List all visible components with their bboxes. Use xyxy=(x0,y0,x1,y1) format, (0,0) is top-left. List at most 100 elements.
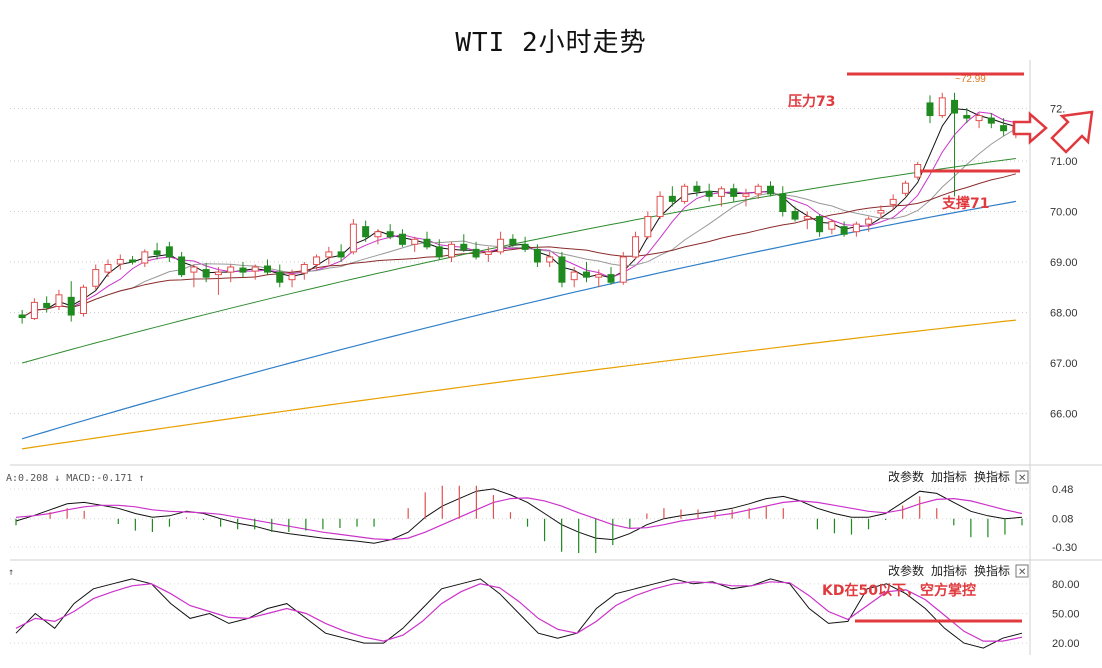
macd-header: A:0.208 ↓ MACD:-0.171 ↑ xyxy=(6,473,144,484)
candle-body xyxy=(153,250,161,255)
candle-body xyxy=(67,296,75,316)
candle-body xyxy=(423,238,431,248)
candle-body xyxy=(914,164,922,178)
candle-body xyxy=(521,243,529,250)
candle-body xyxy=(116,258,124,265)
close-icon-glyph: ✕ xyxy=(1018,473,1026,484)
candle-body xyxy=(668,195,676,202)
candle-body xyxy=(840,226,848,235)
y-tick-label: 72. xyxy=(1050,103,1065,115)
candle-body xyxy=(693,185,701,192)
candle-body xyxy=(803,216,811,220)
candle-body xyxy=(730,188,738,197)
candle-body xyxy=(926,102,934,117)
d-line xyxy=(15,581,1023,642)
candles xyxy=(18,92,1020,324)
candle-body xyxy=(79,286,87,315)
candle-body xyxy=(742,193,750,197)
y-tick-label: 80.00 xyxy=(1052,579,1080,591)
toolbar-button: 改参数 xyxy=(888,469,924,484)
candle-body xyxy=(987,117,995,124)
candle-body xyxy=(558,256,566,283)
toolbar-button: 换指标 xyxy=(974,563,1010,578)
ma-line-120 xyxy=(21,200,1017,440)
candle-body xyxy=(791,211,799,220)
toolbar-button: 加指标 xyxy=(931,469,967,484)
candle-body xyxy=(227,266,235,273)
dif-line xyxy=(15,488,1023,544)
candle-body xyxy=(582,271,590,278)
candle-body xyxy=(865,218,873,225)
candle-body xyxy=(435,246,443,258)
candle-body xyxy=(509,238,517,245)
close-icon xyxy=(1015,564,1029,578)
candle-body xyxy=(386,231,394,238)
candle-body xyxy=(460,243,468,250)
candle-body xyxy=(705,190,713,197)
candle-body xyxy=(595,274,603,278)
annotation-layer: ~72.99 压力73 支撑71 KD在50以下，空方掌控 xyxy=(788,72,1094,623)
ma-line-20 xyxy=(21,173,1017,318)
candle-body xyxy=(779,193,787,212)
candle-body xyxy=(300,264,308,274)
candle-body xyxy=(607,274,615,283)
support-label: 支撑71 xyxy=(941,195,989,212)
candle-body xyxy=(43,302,51,308)
dea-line xyxy=(15,497,1023,541)
candle-body xyxy=(55,294,63,307)
candle-body xyxy=(754,185,762,195)
y-tick-label: 68.00 xyxy=(1050,308,1078,320)
plot-area xyxy=(10,60,1030,655)
candle-body xyxy=(816,216,824,233)
high-price-label: ~72.99 xyxy=(955,74,986,85)
y-tick-label: 70.00 xyxy=(1050,207,1078,219)
candle-body xyxy=(104,264,112,273)
candle-body xyxy=(264,265,271,273)
k-line xyxy=(15,578,1023,649)
right-arrow-icon xyxy=(1012,111,1048,145)
candle-body xyxy=(288,274,296,281)
candle-body xyxy=(92,269,100,287)
close-icon xyxy=(1015,470,1029,484)
candle-body xyxy=(398,233,406,245)
candle-body xyxy=(767,185,774,195)
candle-body xyxy=(214,271,222,276)
candle-body xyxy=(1000,125,1008,132)
candle-body xyxy=(681,185,689,202)
candle-body xyxy=(497,238,505,253)
ma-line-60 xyxy=(21,158,1016,364)
grid-layer: 72. 71.00 70.00 69.00 68.00 67.00 66.00 xyxy=(10,60,1102,655)
ma-line-250 xyxy=(22,319,1016,450)
candle-body xyxy=(178,256,186,276)
candle-body xyxy=(484,251,492,255)
candle-body xyxy=(325,251,333,258)
candle-body xyxy=(852,223,860,233)
close-icon-glyph: ✕ xyxy=(1018,567,1026,578)
candle-body xyxy=(546,256,554,263)
candle-body xyxy=(644,216,652,238)
moving-averages xyxy=(21,108,1017,450)
candle-body xyxy=(877,209,885,214)
ma-line-3 xyxy=(21,108,1017,318)
candle-body xyxy=(656,195,664,218)
candle-body xyxy=(411,238,419,245)
y-tick-label: 66.00 xyxy=(1050,409,1078,421)
candle-body xyxy=(276,271,284,283)
candle-body xyxy=(448,243,456,258)
candle-body xyxy=(349,223,357,253)
candle-body xyxy=(951,99,959,114)
candle-body xyxy=(18,314,26,319)
toolbar-button: 加指标 xyxy=(931,563,967,578)
ma-line-5 xyxy=(21,111,1016,318)
candle-body xyxy=(963,115,971,119)
toolbar-button: 改参数 xyxy=(888,563,924,578)
y-tick-label: 20.00 xyxy=(1052,638,1080,650)
candle-body xyxy=(901,182,909,194)
candle-body xyxy=(165,246,173,258)
candle-body xyxy=(190,266,198,273)
y-tick-label: 67.00 xyxy=(1050,358,1078,370)
toolbar-button: 换指标 xyxy=(974,469,1010,484)
candle-body xyxy=(141,251,149,264)
kd-annotation: KD在50以下，空方掌控 xyxy=(822,582,976,599)
kd-header: ↑ xyxy=(8,567,14,578)
